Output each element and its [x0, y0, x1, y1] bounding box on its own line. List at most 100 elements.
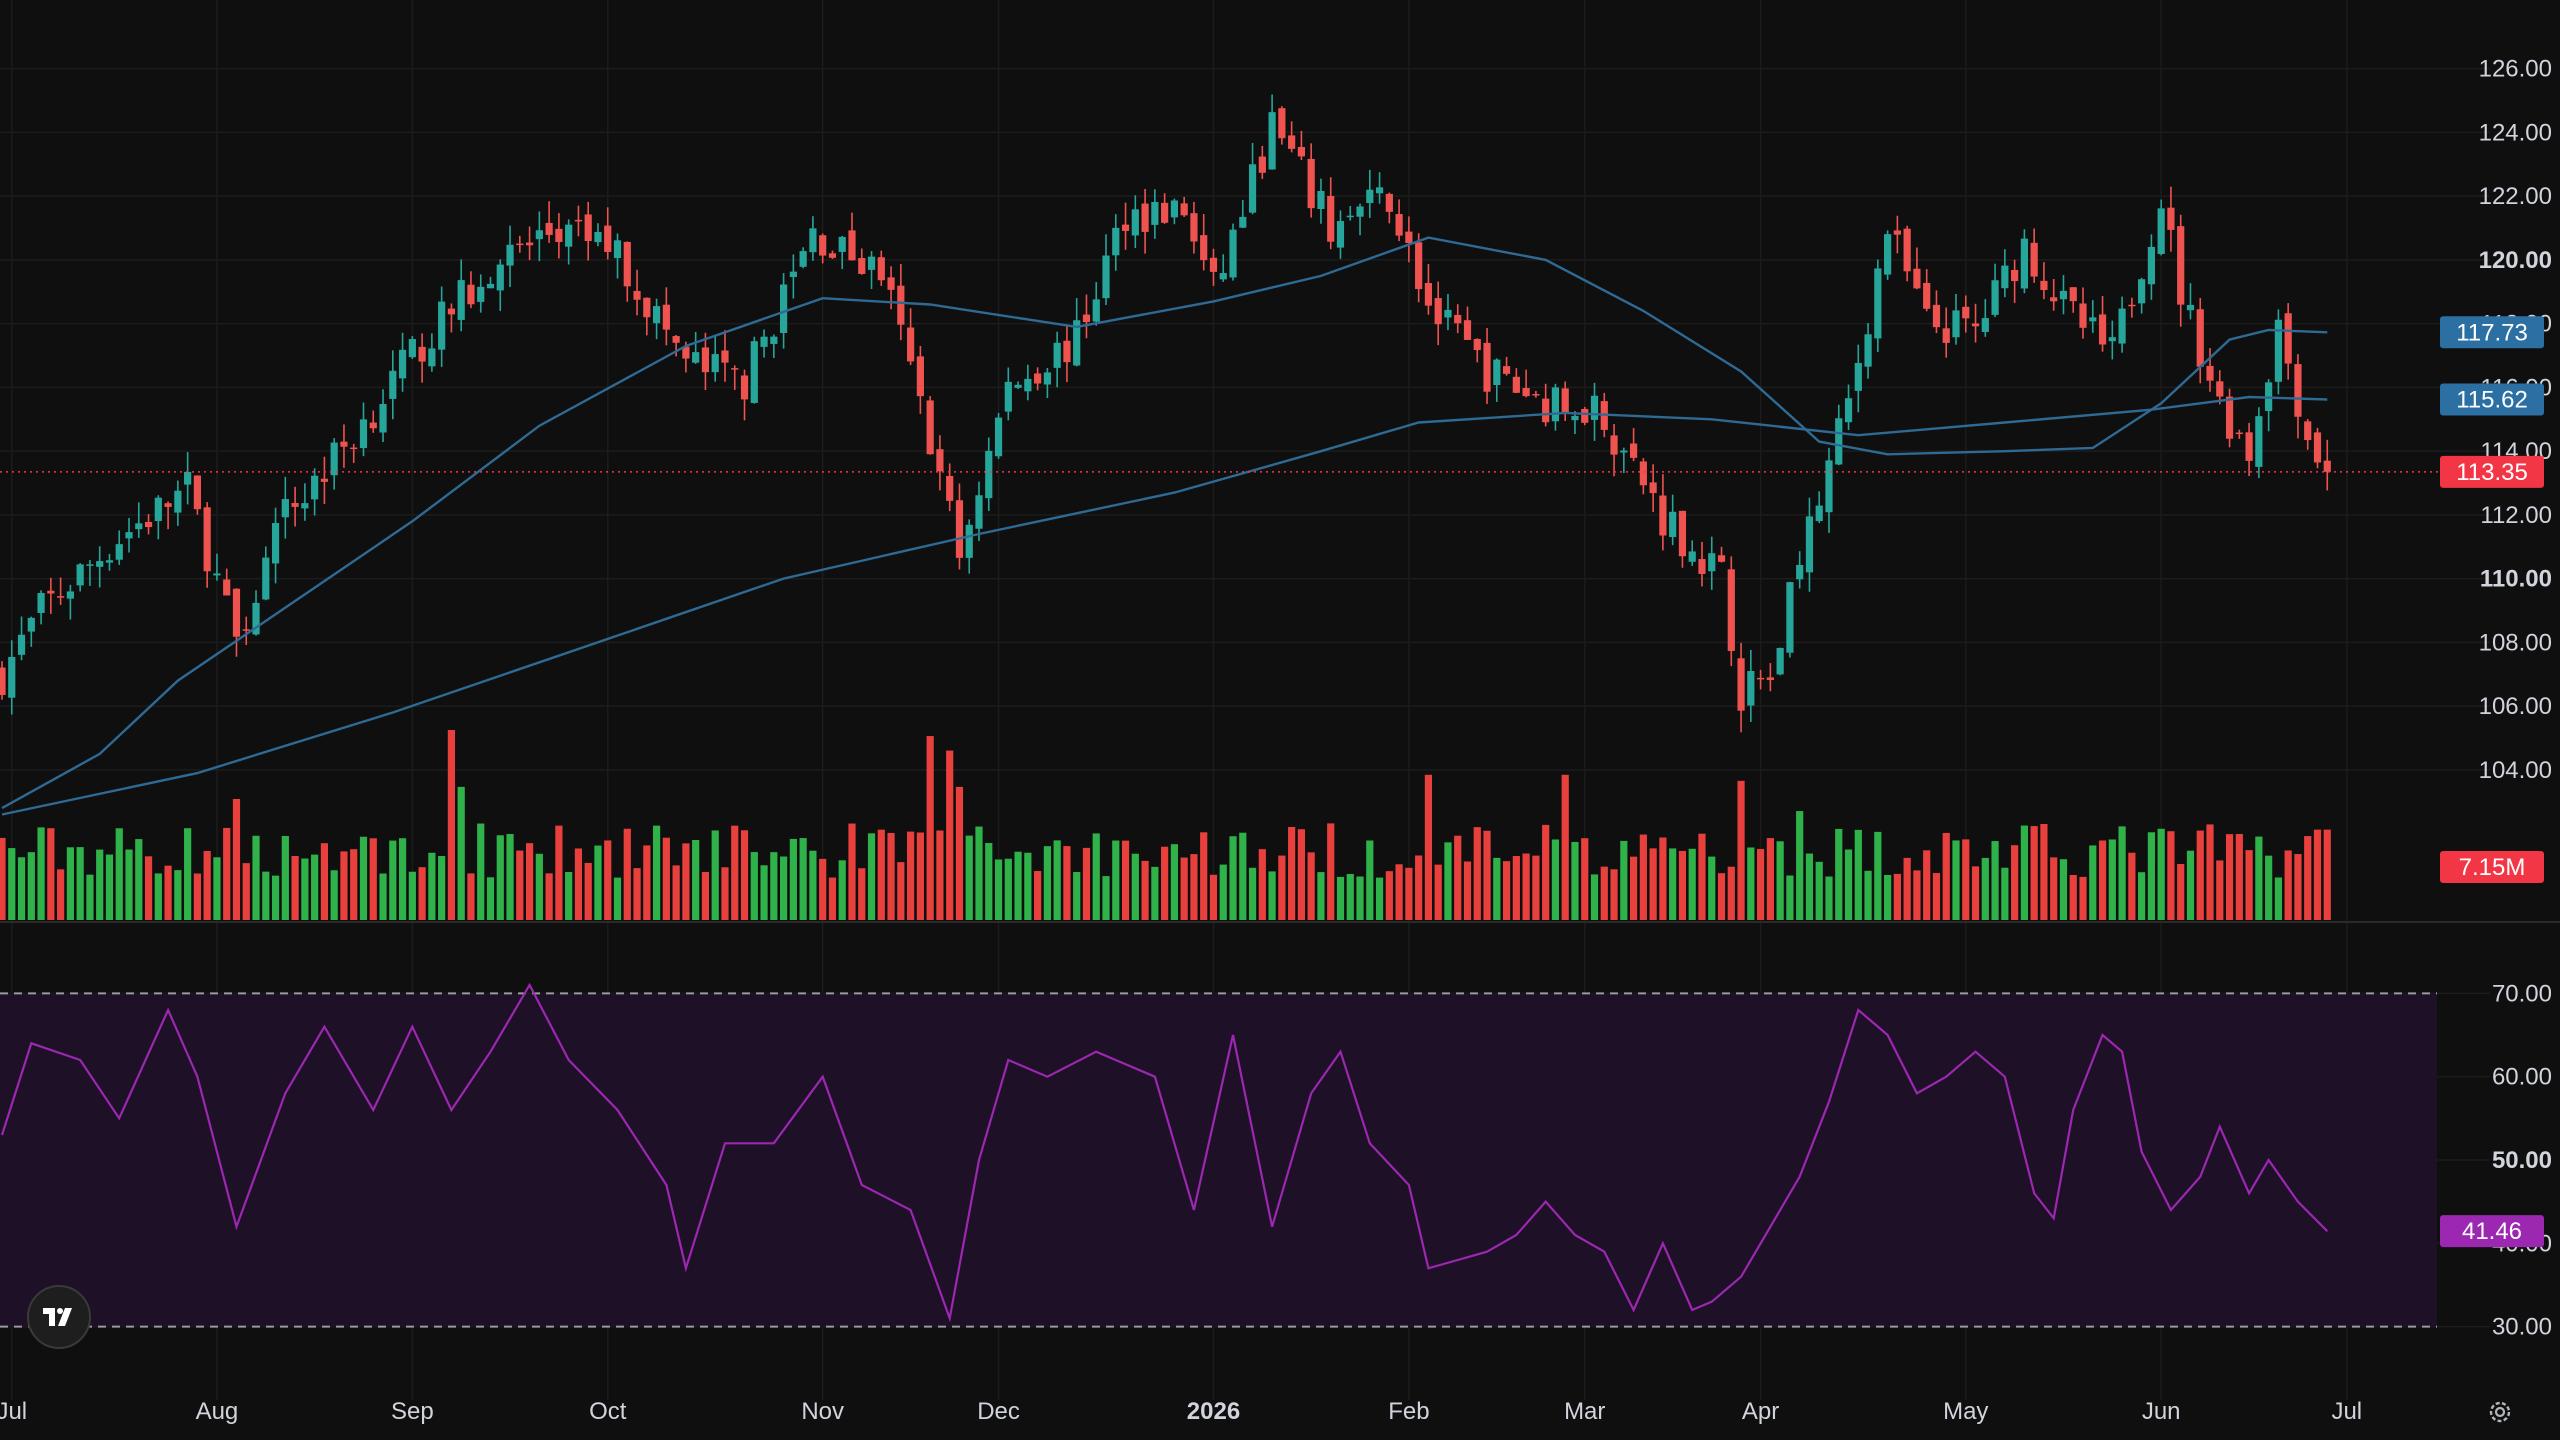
volume-bar	[389, 840, 397, 920]
candle	[1825, 447, 1833, 533]
volume-bar	[8, 848, 16, 920]
candle	[467, 271, 475, 309]
volume-bar	[936, 830, 944, 920]
volume-bar	[1659, 837, 1667, 920]
candle-body	[1981, 318, 1989, 333]
candle-body	[594, 232, 602, 243]
candle	[2196, 297, 2204, 384]
candle-body	[369, 422, 377, 429]
candle	[320, 456, 329, 505]
candle-body	[926, 400, 934, 455]
candle	[1151, 189, 1159, 239]
candle-body	[1209, 257, 1218, 272]
candle	[877, 250, 885, 286]
candle	[1317, 178, 1325, 224]
gear-icon[interactable]	[2480, 1392, 2520, 1432]
candle-body	[1014, 384, 1022, 388]
candle	[867, 251, 876, 290]
candle-body	[2255, 416, 2263, 467]
candle-body	[936, 449, 944, 472]
time-tick-label: Mar	[1564, 1398, 1605, 1425]
candle	[281, 476, 289, 539]
volume-bar	[731, 825, 739, 920]
candle-body	[1971, 323, 1980, 327]
candle	[692, 331, 700, 364]
volume-bar	[2274, 877, 2283, 920]
tradingview-logo-icon[interactable]	[27, 1285, 91, 1349]
volume-bar	[2001, 867, 2009, 920]
volume-bar	[594, 845, 602, 920]
volume-bar	[27, 852, 35, 920]
volume-bar	[867, 833, 876, 920]
candle-body	[858, 258, 866, 274]
candle-body	[115, 544, 123, 560]
candle-body	[1268, 112, 1276, 170]
volume-bar	[1600, 866, 1608, 920]
candle	[125, 517, 133, 553]
volume-bar	[96, 849, 104, 920]
candle	[1034, 367, 1042, 391]
volume-bar	[223, 827, 231, 920]
candle-body	[2050, 297, 2058, 302]
candle	[2323, 439, 2331, 491]
candle-body	[809, 228, 817, 253]
candle	[907, 308, 915, 366]
volume-bar	[926, 736, 934, 920]
volume-bar	[37, 827, 45, 920]
candle-body	[252, 602, 260, 635]
ma-long-line	[1, 395, 2328, 816]
candle	[1962, 295, 1970, 333]
candle	[1121, 202, 1130, 250]
volume-bar	[311, 854, 319, 920]
volume-bar	[408, 871, 416, 920]
candle-body	[447, 308, 456, 315]
price-tick-label: 120.00	[2479, 247, 2552, 274]
candle	[1346, 205, 1354, 221]
volume-bar	[115, 828, 123, 920]
candle	[1473, 338, 1481, 363]
candle-body	[350, 447, 358, 450]
candle	[1815, 491, 1823, 524]
candle	[1864, 323, 1872, 379]
candle	[1415, 233, 1423, 303]
candle	[1004, 367, 1012, 421]
candle-body	[2011, 269, 2019, 282]
candle-body	[819, 235, 827, 256]
candle-body	[438, 301, 446, 350]
candle-body	[340, 441, 348, 447]
moving-averages	[1, 236, 2328, 816]
volume-bar	[2118, 826, 2126, 920]
volume-bar	[643, 845, 651, 920]
volume-bar	[1991, 841, 1999, 920]
candle	[330, 438, 338, 490]
candle-body	[1366, 189, 1374, 203]
candle	[2040, 262, 2048, 300]
candle-body	[1590, 395, 1599, 420]
candle	[1923, 269, 1931, 312]
candle	[1229, 223, 1237, 281]
candle-body	[1669, 511, 1677, 538]
candle-body	[2040, 280, 2048, 290]
candle-body	[1034, 373, 1042, 384]
volume-bar	[877, 829, 885, 920]
volume-bar	[2245, 850, 2253, 920]
time-axis[interactable]: Jul Aug Sep Oct Nov Dec 2026 Feb Mar Apr May Jun Jul	[0, 1398, 2362, 1425]
candle-body	[291, 503, 299, 507]
volume-bar	[164, 865, 172, 920]
candle	[633, 269, 641, 316]
candle-body	[1317, 190, 1325, 209]
candle-body	[2020, 238, 2028, 289]
volume-bar	[1698, 833, 1706, 920]
candle	[1297, 130, 1306, 160]
candle-body	[1385, 193, 1393, 212]
candle	[1424, 263, 1433, 315]
volume-bar	[1327, 823, 1335, 920]
candle-body	[0, 667, 6, 695]
candle	[1532, 390, 1540, 398]
candle-body	[1815, 505, 1823, 522]
volume-bar	[1258, 849, 1266, 920]
candle	[223, 568, 231, 596]
candle-body	[1004, 381, 1012, 412]
candle-body	[1141, 203, 1149, 232]
